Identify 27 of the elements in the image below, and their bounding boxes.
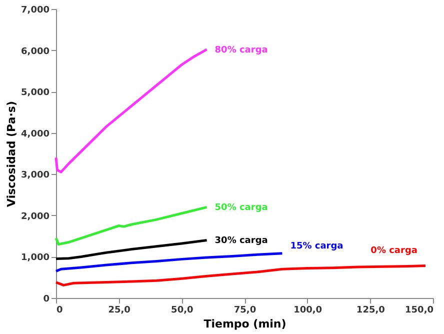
y-axis-title: Viscosidad (Pa·s): [5, 100, 18, 208]
x-tick-label: 25,0: [108, 306, 130, 316]
series-label: 30% carga: [214, 236, 268, 246]
y-tick-label: 0: [43, 294, 50, 304]
series-label: 15% carga: [290, 241, 344, 252]
y-tick-label: 5,000: [21, 88, 50, 98]
y-tick-label: 3,000: [21, 170, 50, 181]
y-tick-label: 6,000: [21, 46, 50, 57]
series-label: 0% carga: [370, 246, 418, 256]
x-tick-label: 150,0: [405, 306, 434, 316]
line-series: [54, 264, 427, 286]
x-tick-label: 125,0: [356, 306, 385, 316]
y-tick-label: 2,000: [21, 212, 50, 222]
line-series: [54, 206, 208, 246]
x-tick-label: 0: [56, 306, 63, 316]
y-tick-label: 4,000: [21, 129, 50, 140]
y-tick-label: 1,000: [21, 253, 50, 264]
series-label: 80% carga: [214, 45, 268, 56]
line-series: [54, 252, 284, 272]
x-tick-label: 50,0: [171, 306, 194, 316]
series-label: 50% carga: [214, 203, 268, 214]
y-tick-label: 7,000: [21, 6, 50, 16]
x-axis-title: Tiempo (min): [204, 318, 286, 330]
line-series: [54, 238, 208, 260]
line-series: [54, 48, 208, 174]
x-tick-label: 75,0: [234, 306, 256, 316]
x-tick-label: 100,0: [294, 306, 322, 316]
